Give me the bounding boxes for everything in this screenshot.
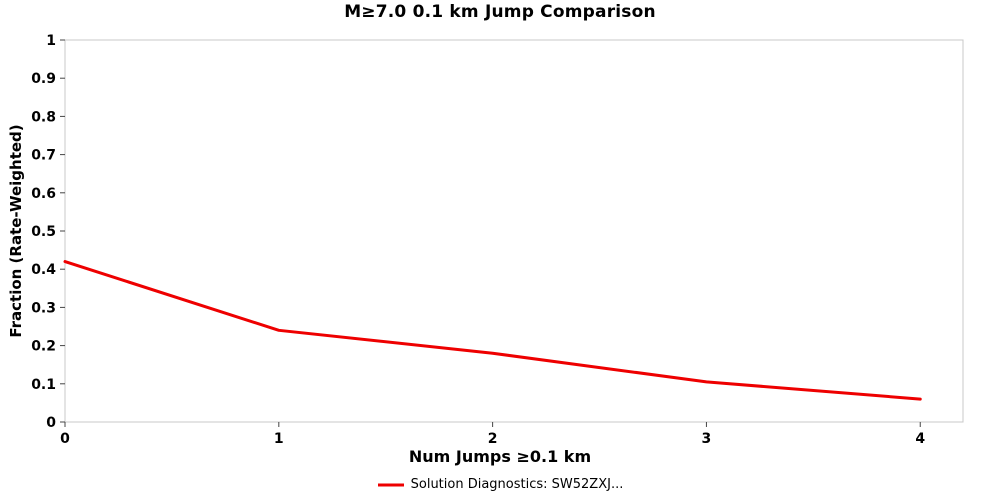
- plot-border: [64, 39, 964, 423]
- y-tick-label: 0.4: [31, 262, 56, 278]
- y-tick-label: 1: [46, 33, 56, 49]
- y-tick-label: 0.3: [31, 300, 56, 316]
- chart-title: M≥7.0 0.1 km Jump Comparison: [344, 2, 656, 22]
- legend-line-icon: [377, 483, 404, 486]
- series-line: [63, 260, 922, 401]
- y-tick-label: 0.8: [31, 109, 56, 125]
- y-tick-label: 0.6: [31, 186, 56, 202]
- x-tick-label: 0: [60, 431, 70, 447]
- y-tick-label: 0: [46, 415, 56, 431]
- legend: Solution Diagnostics: SW52ZXJ...: [0, 477, 1000, 492]
- y-axis-label: Fraction (Rate-Weighted): [7, 124, 25, 338]
- y-tick-label: 0.1: [31, 377, 56, 393]
- x-tick-label: 4: [915, 431, 925, 447]
- legend-series-label: Solution Diagnostics: SW52ZXJ...: [410, 477, 624, 492]
- y-tick-label: 0.9: [31, 71, 56, 87]
- x-tick-label: 3: [702, 431, 712, 447]
- x-tick-label: 2: [488, 431, 498, 447]
- y-tick-label: 0.5: [31, 224, 56, 240]
- x-tick-label: 1: [274, 431, 284, 447]
- x-axis-label: Num Jumps ≥0.1 km: [408, 447, 592, 466]
- y-tick-label: 0.7: [31, 148, 56, 164]
- y-tick-label: 0.2: [31, 339, 56, 355]
